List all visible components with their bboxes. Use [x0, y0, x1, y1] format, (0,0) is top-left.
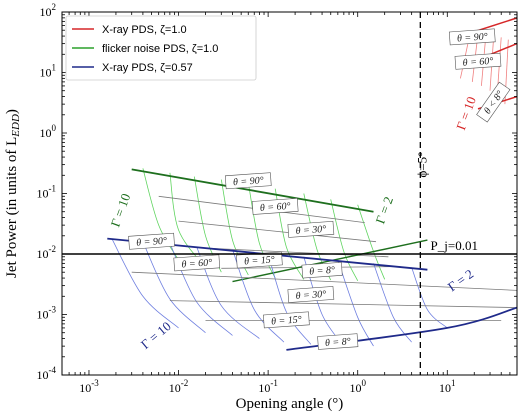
theta-label-box — [224, 172, 272, 190]
y-tick-label: 10-4 — [37, 365, 57, 382]
gamma-curve-2-8 — [373, 263, 412, 343]
legend-label-0: X-ray PDS, ζ=1.0 — [102, 24, 187, 36]
gamma-label-1-0: Γ = 10 — [107, 191, 133, 228]
gamma-bound-1-0 — [131, 168, 374, 213]
gamma-curve-2-0 — [111, 238, 179, 329]
theta-label-text: θ = 30° — [295, 289, 326, 302]
theta-label-2-1: θ = 60° — [173, 254, 221, 272]
gamma-label-2-0: Γ = 10 — [138, 318, 174, 352]
theta-label-text: θ = 15° — [271, 314, 302, 327]
theta-label-2-3: θ = 15° — [263, 311, 310, 329]
x-tick-label: 10-3 — [79, 378, 99, 395]
gamma-curve-2-9 — [411, 267, 448, 329]
x-tick-label: 10-2 — [169, 378, 189, 395]
gamma-curve-2-5 — [267, 253, 312, 345]
theta-label-box — [287, 221, 335, 238]
gamma-curve-2-2 — [169, 243, 233, 336]
theta-line-2-1 — [169, 300, 517, 308]
theta-label-1-4: θ = 8° — [301, 262, 343, 279]
gamma-curve-1-7 — [330, 199, 359, 281]
axis-ticks: 10-3 10-2 10-1 100 101 10-4 10-3 10-2 10-1 100 101… — [37, 2, 518, 395]
y-tick-label: 100 — [40, 123, 57, 140]
gamma-label-1-1: Γ = 2 — [372, 195, 396, 226]
x-tick-label: 100 — [349, 378, 366, 395]
legend-label-2: X-ray PDS, ζ=0.57 — [102, 62, 193, 74]
theta-label-1-2: θ = 30° — [287, 221, 335, 238]
theta-label-text: θ = 90° — [136, 236, 167, 249]
theta-label-box — [263, 311, 310, 329]
theta-label-box — [128, 232, 175, 250]
theta-line-1-1 — [178, 220, 377, 243]
x-tick-label: 101 — [439, 378, 456, 395]
theta-label-0-0: θ = 90° — [448, 28, 496, 46]
theta-label-1-0: θ = 90° — [224, 172, 272, 190]
plot-area: θ = 90°θ = 60°θ < 8°Γ = 10θ = 90°θ = 60°… — [107, 17, 517, 352]
theta-label-text: θ = 60° — [260, 201, 291, 214]
theta-label-box — [173, 254, 221, 272]
theta-label-box — [448, 28, 496, 46]
ref-label-pj: P_j=0.01 — [431, 238, 478, 253]
gamma-label-2-1: Γ = 2 — [445, 266, 476, 294]
series-labels-2: θ = 90° θ = 60° θ = 30° θ = 15° θ = 8° Γ = 10… — [128, 232, 476, 352]
legend-label-1: flicker noise PDS, ζ=1.0 — [102, 43, 218, 55]
y-axis-label: Jet Power (in units of LEDD) — [4, 109, 22, 278]
series-1 — [131, 168, 428, 283]
gamma-curve-2-1 — [142, 241, 206, 333]
y-tick-label: 101 — [40, 63, 57, 80]
reference-lines: P_j=0.01 ϕ=5° — [62, 12, 517, 375]
theta-label-text: θ = 8° — [309, 265, 335, 278]
x-axis-label: Opening angle (°) — [236, 396, 344, 412]
theta-label-2-2: θ = 30° — [287, 286, 335, 303]
theta-label-0-1: θ = 60° — [454, 52, 502, 70]
theta-label-1-3: θ = 15° — [236, 251, 283, 269]
legend-box — [65, 15, 257, 81]
theta-label-text: θ = 90° — [233, 175, 264, 188]
theta-line-2-0 — [131, 271, 517, 291]
theta-label-1-1: θ = 60° — [251, 198, 299, 215]
theta-label-box — [317, 333, 359, 350]
theta-label-box — [251, 198, 299, 215]
theta-label-text: θ = 60° — [181, 257, 212, 270]
theta-label-2-0: θ = 90° — [128, 232, 175, 250]
x-tick-label: 10-1 — [258, 378, 278, 395]
theta-label-text: θ = 8° — [325, 336, 351, 349]
theta-label-text: θ = 15° — [244, 254, 275, 267]
ref-label-phi: ϕ=5° — [414, 152, 429, 178]
theta-label-text: θ = 30° — [295, 224, 326, 237]
gamma-curve-2-7 — [337, 259, 374, 347]
theta-label-box — [454, 52, 502, 70]
theta-label-text: θ = 90° — [457, 31, 488, 44]
gamma-label-0-0: Γ = 10 — [453, 95, 479, 132]
gamma-curve-1-4 — [247, 182, 276, 279]
y-tick-label: 10-1 — [37, 184, 57, 201]
theta-label-text: θ = 60° — [462, 56, 493, 69]
y-tick-label: 10-2 — [37, 244, 57, 261]
y-tick-label: 10-3 — [37, 305, 57, 322]
theta-label-box — [301, 262, 343, 279]
y-tick-label: 102 — [40, 2, 57, 19]
legend: X-ray PDS, ζ=1.0 flicker noise PDS, ζ=1.0… — [65, 15, 257, 81]
theta-label-box — [287, 286, 335, 303]
theta-label-box — [476, 81, 511, 123]
gamma-curve-1-1 — [169, 172, 206, 268]
theta-label-2-4: θ = 8° — [317, 333, 359, 350]
